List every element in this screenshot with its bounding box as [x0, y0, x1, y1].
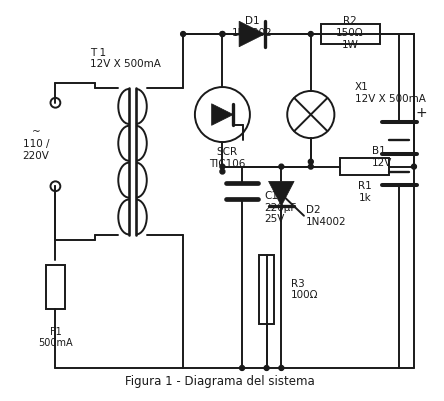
Circle shape: [308, 32, 313, 36]
Text: R1
1k: R1 1k: [358, 181, 372, 203]
Text: T 1
12V X 500mA: T 1 12V X 500mA: [90, 48, 161, 69]
Circle shape: [279, 366, 284, 371]
Circle shape: [220, 169, 225, 174]
Text: Figura 1 - Diagrama del sistema: Figura 1 - Diagrama del sistema: [125, 375, 314, 388]
Bar: [340, 158, 389, 176]
Circle shape: [308, 164, 313, 169]
Circle shape: [181, 32, 186, 36]
Text: R2
150Ω
1W: R2 150Ω 1W: [336, 16, 364, 49]
Circle shape: [264, 366, 269, 371]
Text: D2
1N4002: D2 1N4002: [306, 205, 346, 227]
Polygon shape: [239, 21, 265, 47]
Circle shape: [308, 159, 313, 164]
Text: R3
100Ω: R3 100Ω: [291, 279, 319, 300]
Circle shape: [412, 164, 416, 169]
Text: F1
500mA: F1 500mA: [38, 327, 73, 348]
Polygon shape: [269, 181, 294, 206]
Text: D1
1N4002: D1 1N4002: [232, 16, 272, 38]
Circle shape: [220, 164, 225, 169]
Text: SCR
TIC106: SCR TIC106: [209, 147, 246, 168]
Bar: [321, 24, 380, 44]
Circle shape: [220, 32, 225, 36]
Text: +: +: [415, 105, 427, 119]
Polygon shape: [212, 104, 233, 126]
Text: B1
12V: B1 12V: [372, 146, 392, 168]
Circle shape: [240, 366, 245, 371]
Text: ~
110 /
220V: ~ 110 / 220V: [22, 128, 49, 161]
Text: C1
220μF
25V: C1 220μF 25V: [265, 191, 297, 225]
Text: X1
12V X 500mA: X1 12V X 500mA: [355, 82, 426, 104]
Bar: [259, 255, 274, 324]
Circle shape: [279, 164, 284, 169]
Circle shape: [220, 32, 225, 36]
